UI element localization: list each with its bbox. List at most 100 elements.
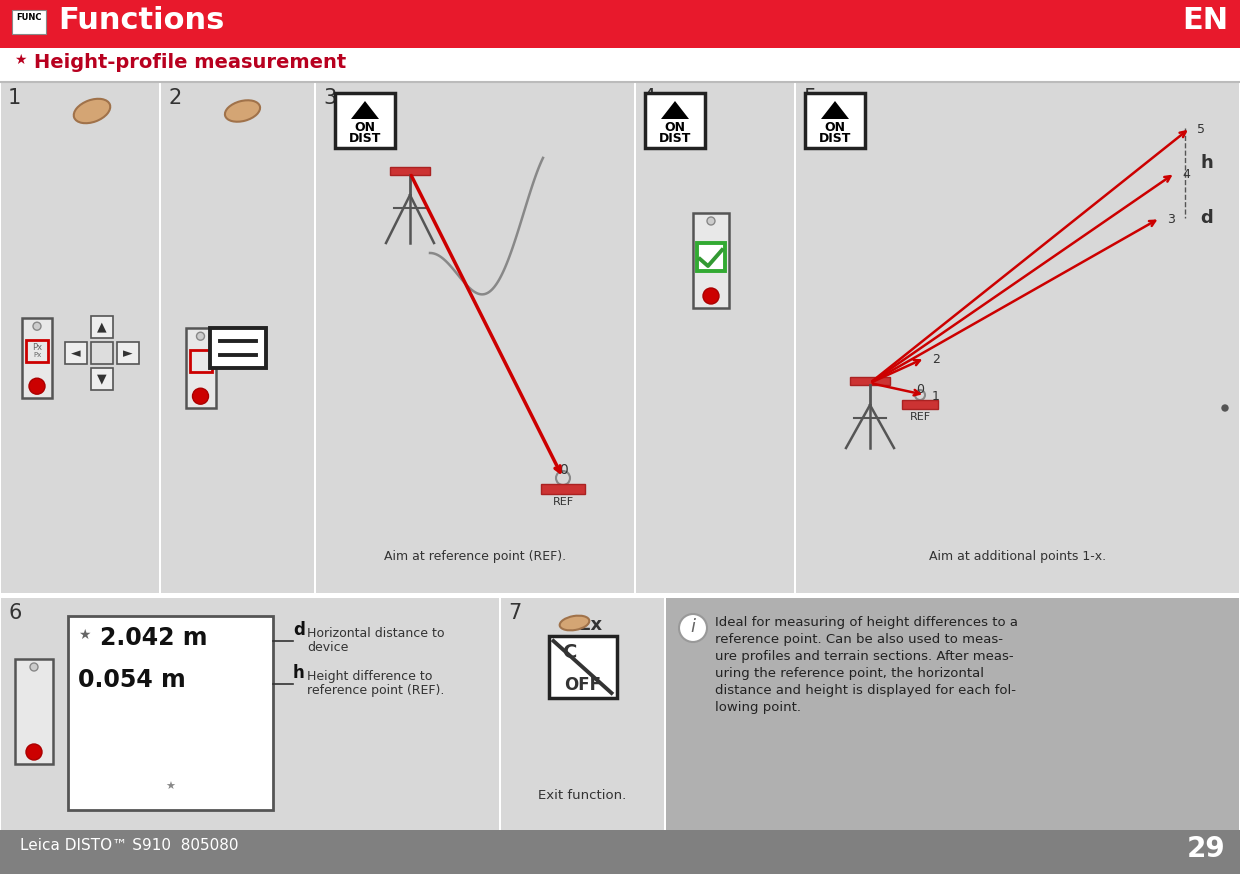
- Bar: [391, 167, 430, 175]
- Text: C: C: [563, 643, 577, 662]
- Bar: [1, 83, 159, 593]
- Bar: [12, 10, 46, 34]
- Circle shape: [33, 323, 41, 330]
- Text: DIST: DIST: [818, 132, 851, 145]
- Bar: [0, 48, 1240, 83]
- Text: 1: 1: [932, 390, 940, 403]
- Text: 0: 0: [559, 463, 568, 477]
- Text: Height difference to: Height difference to: [308, 670, 433, 683]
- Text: ▼: ▼: [97, 372, 107, 385]
- Text: 4: 4: [644, 88, 656, 108]
- Bar: [64, 343, 87, 364]
- Text: DIST: DIST: [658, 132, 691, 145]
- Bar: [645, 93, 706, 148]
- Text: d: d: [293, 621, 305, 639]
- Text: 3: 3: [322, 88, 336, 108]
- Text: 4: 4: [1182, 168, 1190, 181]
- Text: 2x: 2x: [578, 616, 603, 634]
- Text: 2: 2: [932, 353, 940, 366]
- Ellipse shape: [73, 99, 110, 123]
- Bar: [805, 93, 866, 148]
- Text: DIST: DIST: [348, 132, 381, 145]
- Text: 2.042 m: 2.042 m: [100, 626, 207, 650]
- Circle shape: [29, 378, 45, 394]
- Text: ►: ►: [123, 347, 133, 360]
- Ellipse shape: [347, 99, 379, 119]
- Text: ▲: ▲: [97, 321, 107, 334]
- Text: REF: REF: [909, 412, 930, 422]
- Text: Ideal for measuring of height differences to a: Ideal for measuring of height difference…: [715, 616, 1018, 629]
- Text: Exit function.: Exit function.: [538, 789, 626, 802]
- Bar: [666, 598, 1239, 830]
- Text: reference point. Can be also used to meas-: reference point. Can be also used to mea…: [715, 633, 1003, 646]
- Text: uring the reference point, the horizontal: uring the reference point, the horizonta…: [715, 667, 985, 680]
- Bar: [26, 340, 48, 362]
- Text: Px: Px: [33, 352, 41, 358]
- Bar: [117, 343, 139, 364]
- Text: 0.054 m: 0.054 m: [78, 668, 186, 692]
- Text: 1: 1: [7, 88, 21, 108]
- Text: 6: 6: [7, 603, 21, 623]
- Bar: [161, 83, 314, 593]
- Text: EN: EN: [1182, 6, 1228, 35]
- Bar: [849, 377, 890, 385]
- Bar: [501, 598, 663, 830]
- Text: lowing point.: lowing point.: [715, 701, 801, 714]
- Bar: [693, 213, 729, 308]
- Text: ON: ON: [825, 121, 846, 134]
- Bar: [636, 83, 794, 593]
- Circle shape: [1221, 405, 1228, 411]
- Ellipse shape: [818, 101, 848, 118]
- Text: 0: 0: [916, 383, 924, 396]
- Circle shape: [192, 388, 208, 404]
- Text: 7: 7: [508, 603, 521, 623]
- Text: distance and height is displayed for each fol-: distance and height is displayed for eac…: [715, 684, 1016, 697]
- Text: reference point (REF).: reference point (REF).: [308, 684, 444, 697]
- Bar: [210, 329, 265, 368]
- Text: 5: 5: [804, 88, 816, 108]
- Bar: [541, 484, 585, 494]
- Text: OFF: OFF: [564, 676, 601, 694]
- Text: ★: ★: [165, 782, 176, 792]
- Text: Horizontal distance to: Horizontal distance to: [308, 627, 444, 640]
- Bar: [91, 316, 113, 338]
- Circle shape: [30, 663, 38, 671]
- Ellipse shape: [658, 101, 688, 118]
- Bar: [0, 830, 1240, 874]
- Bar: [548, 636, 616, 698]
- Text: REF: REF: [553, 497, 574, 507]
- Circle shape: [680, 614, 707, 642]
- Circle shape: [196, 332, 205, 340]
- Text: 2: 2: [167, 88, 181, 108]
- Bar: [91, 368, 113, 390]
- Text: Leica DISTO™ S910  805080: Leica DISTO™ S910 805080: [20, 838, 238, 853]
- Text: ure profiles and terrain sections. After meas-: ure profiles and terrain sections. After…: [715, 650, 1013, 663]
- Text: Height-profile measurement: Height-profile measurement: [33, 53, 346, 72]
- Text: ON: ON: [665, 121, 686, 134]
- Text: Aim at additional points 1-x.: Aim at additional points 1-x.: [929, 550, 1106, 563]
- Text: 29: 29: [1187, 835, 1225, 863]
- Text: Px: Px: [32, 343, 42, 352]
- Bar: [190, 350, 212, 372]
- Text: Functions: Functions: [58, 6, 224, 35]
- Bar: [68, 616, 273, 810]
- Circle shape: [703, 288, 719, 304]
- Text: ★: ★: [78, 628, 91, 642]
- Polygon shape: [821, 101, 849, 119]
- Text: 3: 3: [1167, 213, 1174, 226]
- Text: ◄: ◄: [71, 347, 81, 360]
- Bar: [91, 343, 113, 364]
- Bar: [335, 93, 396, 148]
- Text: device: device: [308, 641, 348, 654]
- Bar: [22, 318, 52, 399]
- Bar: [316, 83, 634, 593]
- Ellipse shape: [559, 615, 589, 630]
- Bar: [796, 83, 1239, 593]
- Text: Aim at reference point (REF).: Aim at reference point (REF).: [384, 550, 567, 563]
- Text: d: d: [1200, 209, 1213, 227]
- Ellipse shape: [224, 101, 260, 121]
- Text: ★: ★: [14, 53, 26, 67]
- Bar: [901, 400, 937, 409]
- Text: i: i: [691, 618, 696, 636]
- Text: h: h: [293, 664, 305, 682]
